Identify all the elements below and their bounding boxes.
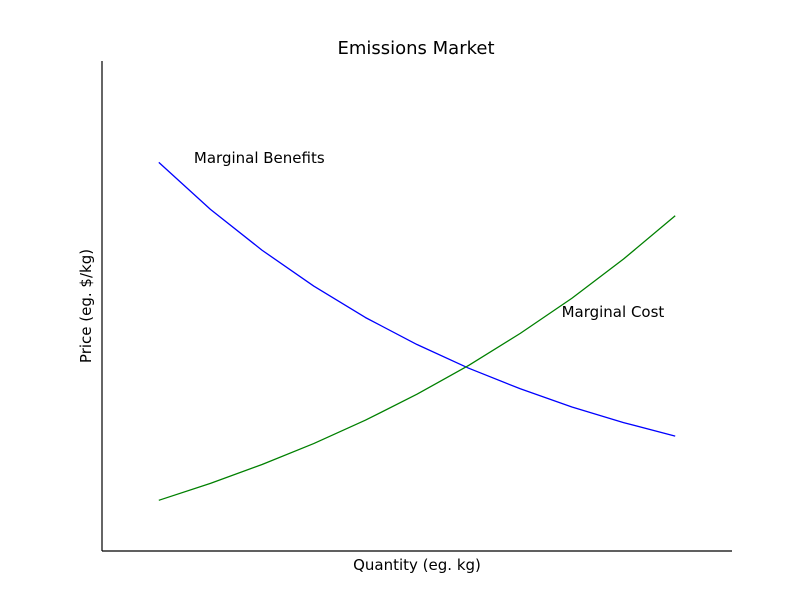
series-layer bbox=[158, 161, 676, 501]
y-axis-label: Price (eg. $/kg) bbox=[77, 249, 95, 363]
annotation-layer: Marginal Benefits Marginal Cost bbox=[194, 149, 664, 321]
annotation-label-1: Marginal Cost bbox=[562, 303, 665, 321]
chart-title: Emissions Market bbox=[337, 38, 494, 59]
series-line-1 bbox=[158, 215, 676, 501]
x-axis-label: Quantity (eg. kg) bbox=[353, 556, 481, 574]
annotation-label-0: Marginal Benefits bbox=[194, 149, 325, 167]
series-line-0 bbox=[158, 161, 676, 437]
